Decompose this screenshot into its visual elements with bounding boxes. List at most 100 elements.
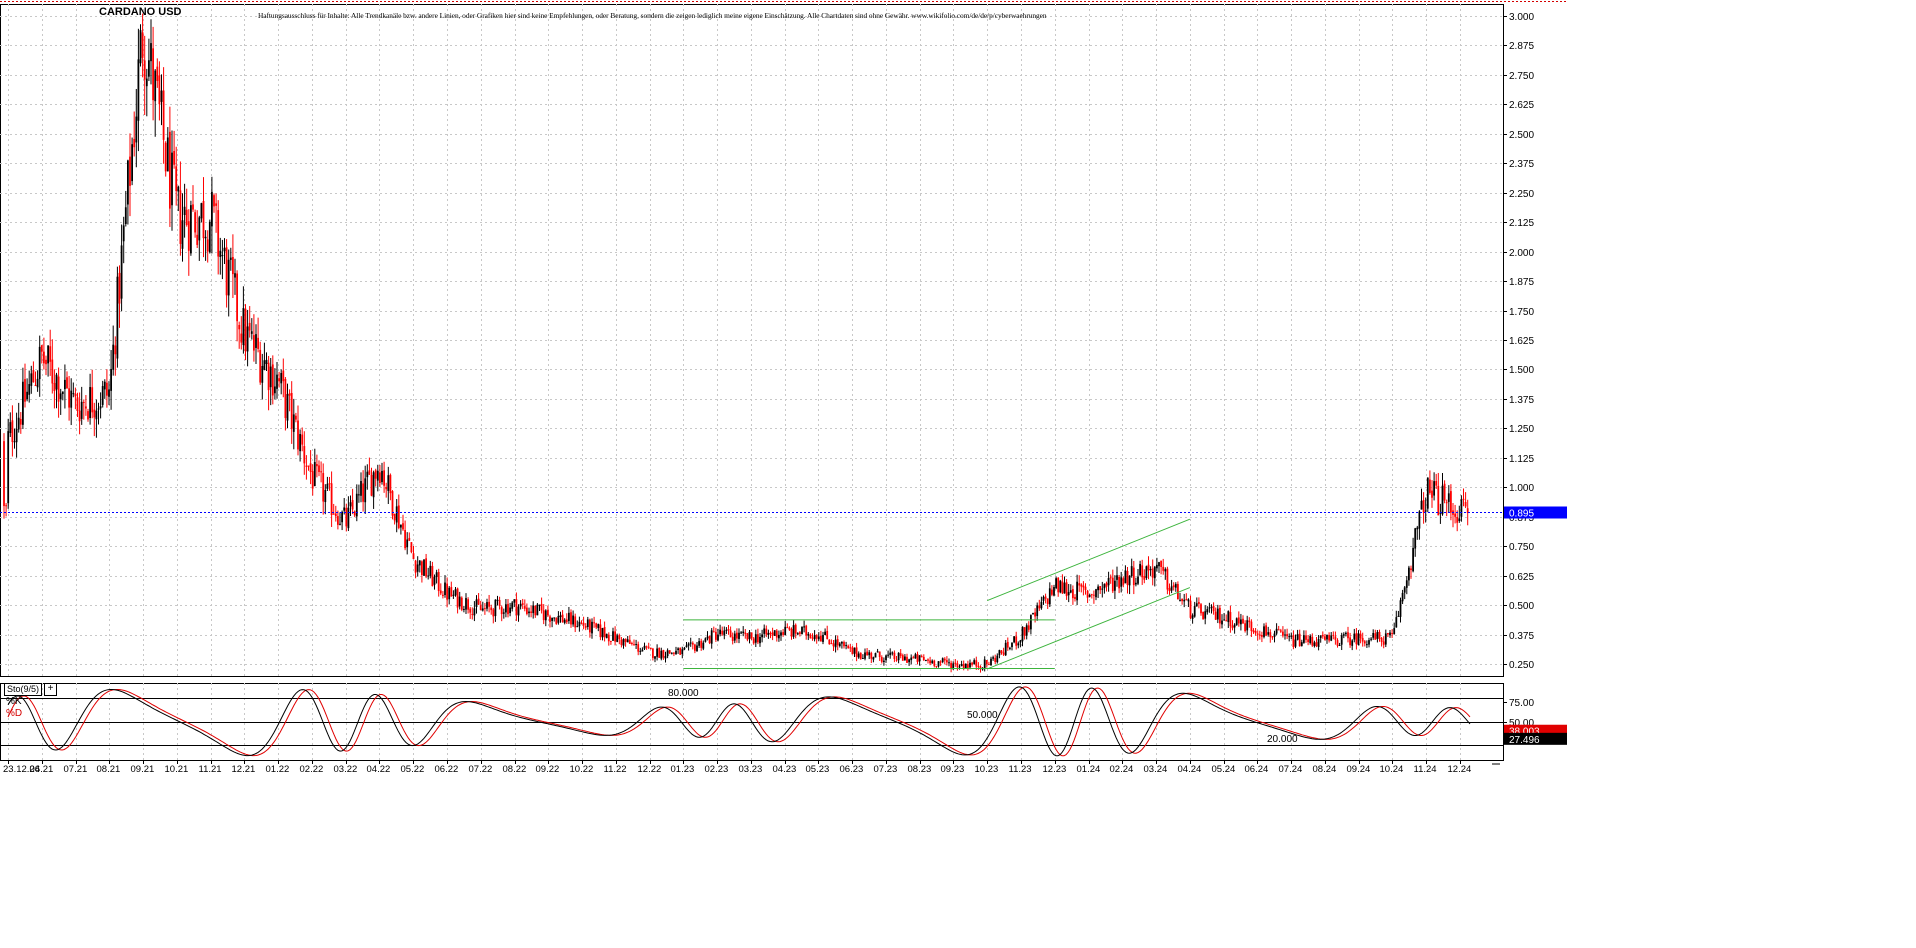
candle-down — [238, 324, 241, 330]
candle-up — [227, 259, 230, 296]
candle-up — [1004, 642, 1007, 656]
stoch-tick-label: 75.00 — [1509, 698, 1534, 709]
stoch-level-50: 50.000 — [967, 710, 998, 721]
candle-up — [122, 225, 125, 242]
candle-up — [864, 652, 866, 659]
candle-up — [872, 657, 875, 660]
candle-up — [341, 511, 343, 523]
candle-up — [463, 608, 465, 610]
candle-down — [297, 420, 299, 450]
candle-up — [1405, 580, 1408, 588]
candle-down — [712, 631, 715, 633]
candle-down — [1126, 570, 1129, 585]
candle-down — [1034, 612, 1036, 617]
candle-up — [1179, 599, 1181, 601]
x-axis-tick-label: 04.23 — [773, 764, 797, 775]
candle-up — [918, 655, 921, 662]
trendline[interactable] — [987, 587, 1191, 670]
candle-down — [1321, 634, 1324, 637]
candle-up — [486, 602, 488, 609]
trendline[interactable] — [987, 518, 1191, 602]
x-axis-tick-label: 08.23 — [908, 764, 932, 775]
candle-down — [421, 561, 423, 575]
candle-down — [979, 666, 982, 670]
stochastic-indicator-label[interactable]: Sto(9/5) — [4, 683, 43, 696]
candle-down — [322, 473, 325, 502]
candle-down — [187, 221, 190, 251]
candle-down — [383, 470, 385, 486]
candle-down — [1090, 594, 1093, 596]
candle-down — [975, 660, 978, 667]
x-axis-tick-label: 07.24 — [1279, 764, 1303, 775]
candle-up — [1221, 620, 1223, 625]
candle-up — [1187, 599, 1190, 602]
candle-down — [271, 364, 274, 396]
candle-up — [1042, 596, 1045, 601]
candle-up — [13, 441, 16, 443]
candle-up — [1416, 527, 1419, 530]
candle-down — [488, 601, 490, 607]
candle-down — [320, 471, 322, 473]
candle-up — [1353, 633, 1356, 640]
candle-down — [1336, 640, 1339, 646]
candle-up — [910, 657, 913, 661]
candle-up — [200, 203, 203, 219]
candle-up — [355, 493, 358, 517]
candle-down — [977, 665, 980, 667]
candle-down — [547, 610, 549, 616]
candle-up — [38, 346, 41, 380]
x-axis-tick-label: 09.23 — [941, 764, 965, 775]
candle-down — [76, 397, 79, 411]
candle-down — [1122, 578, 1125, 585]
candle-up — [242, 308, 245, 346]
candle-up — [1288, 636, 1291, 638]
add-indicator-icon[interactable]: + — [44, 683, 57, 696]
x-axis-tick-label: 03.23 — [739, 764, 763, 775]
x-axis-tick-label: 12.23 — [1043, 764, 1067, 775]
candle-up — [532, 605, 535, 614]
candle-down — [752, 638, 755, 644]
candle-up — [1206, 609, 1209, 613]
candle-up — [689, 642, 692, 644]
candle-up — [280, 373, 283, 384]
candle-up — [211, 191, 213, 227]
candle-up — [448, 587, 451, 600]
candle-up — [1195, 603, 1198, 607]
candle-down — [248, 322, 251, 331]
candle-down — [830, 643, 833, 645]
candle-down — [173, 150, 175, 165]
candle-down — [744, 632, 747, 635]
candle-down — [906, 656, 908, 663]
candle-down — [1006, 641, 1009, 648]
candle-down — [1229, 612, 1232, 627]
candle-down — [985, 660, 988, 665]
y-axis-tick-label: 1.250 — [1509, 424, 1534, 435]
candle-up — [423, 559, 425, 576]
candle-down — [257, 337, 259, 349]
candle-up — [990, 658, 992, 666]
candle-up — [685, 645, 688, 648]
candle-up — [1319, 635, 1322, 639]
candle-down — [1046, 598, 1049, 605]
candle-up — [1313, 642, 1316, 647]
candle-up — [1088, 595, 1091, 597]
candle-down — [156, 66, 159, 81]
candle-up — [544, 610, 547, 621]
candle-down — [1151, 568, 1154, 578]
candle-up — [1372, 632, 1375, 638]
candle-down — [334, 513, 337, 517]
stoch-d-current-label: 27.496 — [1509, 735, 1540, 746]
candle-down — [192, 204, 194, 210]
candle-down — [708, 635, 711, 644]
y-axis-tick-label: 0.500 — [1509, 601, 1534, 612]
candle-up — [612, 631, 614, 641]
price-chart[interactable]: 3.000 2.875 2.750 2.625 2.500 2.375 2.250 2.125… — [0, 0, 1568, 776]
x-axis-tick-label: 09.22 — [536, 764, 560, 775]
x-axis-tick-label: 11.22 — [604, 764, 627, 775]
y-axis-tick-label: 2.750 — [1509, 71, 1534, 82]
candle-up — [89, 387, 91, 418]
candle-up — [116, 276, 119, 359]
candle-up — [553, 617, 556, 619]
candle-up — [904, 656, 906, 661]
candle-up — [9, 422, 12, 434]
